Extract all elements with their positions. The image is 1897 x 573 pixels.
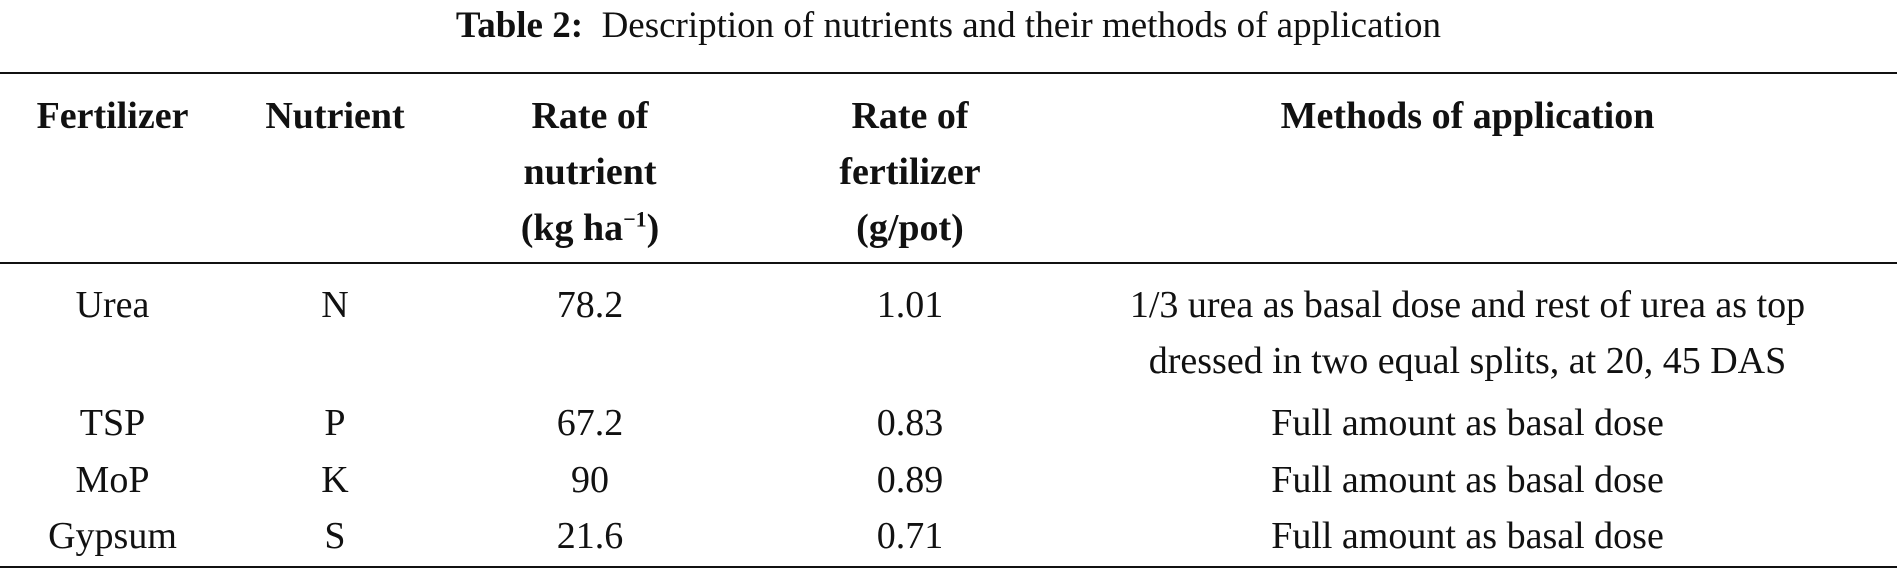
table-bottom-rule	[0, 566, 1897, 568]
table-cell-fertilizer: Urea	[75, 284, 150, 326]
header-rate-nutrient-unit-text: (kg ha	[520, 207, 624, 249]
table-cell-method: Full amount as basal dose	[1271, 459, 1664, 501]
table-cell-fertilizer: MoP	[75, 459, 150, 501]
header-nutrient-label: Nutrient	[265, 95, 405, 137]
table-cell-method-line1: 1/3 urea as basal dose and rest of urea …	[1129, 284, 1806, 326]
header-rate-fertilizer-line1: Rate of	[851, 95, 969, 137]
header-rate-fertilizer-line2: fertilizer	[839, 151, 981, 193]
header-rate-nutrient-line2: nutrient	[523, 151, 657, 193]
table-cell-rate-fertilizer: 0.83	[876, 402, 944, 444]
header-methods-of-application: Methods of application	[1040, 88, 1895, 144]
table-cell-rate-nutrient: 90	[571, 459, 609, 501]
table-cell-nutrient: P	[324, 402, 346, 444]
table-cell-rate-nutrient: 21.6	[556, 515, 624, 557]
header-rate-fertilizer-unit: (g/pot)	[856, 207, 964, 249]
table-cell-fertilizer: Gypsum	[48, 515, 177, 557]
table-cell-rate-fertilizer: 0.89	[876, 459, 944, 501]
table-caption-text: Description of nutrients and their metho…	[601, 5, 1442, 46]
header-rate-of-nutrient: Rate of nutrient (kg ha−1)	[460, 88, 720, 256]
table-cell-fertilizer: TSP	[79, 402, 146, 444]
header-fertilizer-label: Fertilizer	[36, 95, 189, 137]
table-caption: Table 2: Description of nutrients and th…	[0, 4, 1897, 48]
header-rate-of-fertilizer: Rate of fertilizer (g/pot)	[770, 88, 1050, 256]
table-cell-method-line2: dressed in two equal splits, at 20, 45 D…	[1148, 340, 1787, 382]
table-cell-rate-fertilizer: 1.01	[876, 284, 944, 326]
table-header-rule	[0, 262, 1897, 264]
table-cell-rate-fertilizer: 0.71	[876, 515, 944, 557]
table-cell-rate-nutrient: 67.2	[556, 402, 624, 444]
table-cell-nutrient: K	[321, 459, 349, 501]
table-top-rule	[0, 72, 1897, 74]
header-rate-nutrient-unit-sup: −1	[623, 206, 647, 232]
table-cell-method: 1/3 urea as basal dose and rest of urea …	[1040, 277, 1895, 389]
header-rate-nutrient-unit: (kg ha−1)	[460, 200, 720, 256]
table-cell-method: Full amount as basal dose	[1271, 402, 1664, 444]
table-caption-label: Table 2:	[455, 5, 584, 46]
header-methods-label: Methods of application	[1280, 95, 1655, 137]
table-cell-method: Full amount as basal dose	[1271, 515, 1664, 557]
table-cell-nutrient: N	[321, 284, 349, 326]
header-fertilizer: Fertilizer	[10, 88, 215, 144]
table-cell-nutrient: S	[324, 515, 346, 557]
header-nutrient: Nutrient	[240, 88, 430, 144]
header-rate-nutrient-unit-close: )	[646, 207, 660, 249]
header-rate-nutrient-line1: Rate of	[531, 95, 649, 137]
table-cell-rate-nutrient: 78.2	[556, 284, 624, 326]
